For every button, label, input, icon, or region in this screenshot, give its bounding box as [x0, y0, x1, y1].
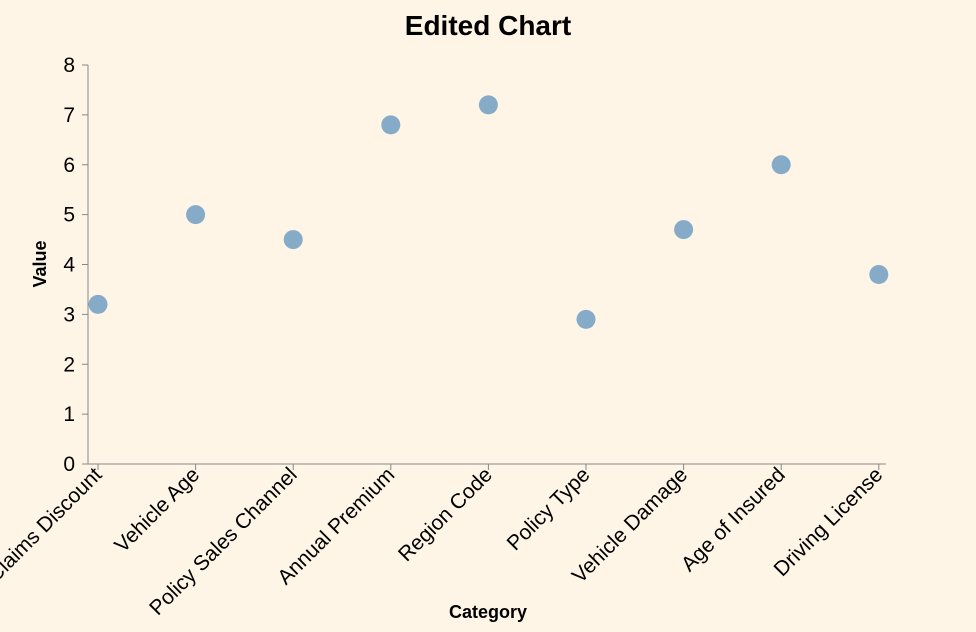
data-point	[88, 294, 108, 314]
y-axis-title: Value	[30, 240, 50, 287]
data-point	[478, 95, 498, 115]
y-tick-label: 5	[63, 204, 75, 227]
x-tick-label: Policy Type	[503, 463, 595, 555]
x-tick-label: No Claims Discount	[0, 463, 107, 610]
data-point	[381, 115, 401, 135]
data-point	[186, 205, 206, 225]
y-tick-label: 1	[63, 403, 75, 426]
x-axis-title: Category	[449, 602, 527, 622]
x-tick-label: Region Code	[394, 463, 497, 566]
y-tick-label: 8	[63, 54, 75, 77]
data-point	[283, 230, 303, 250]
y-tick-label: 2	[63, 353, 75, 376]
y-tick-label: 0	[63, 453, 75, 476]
data-point	[576, 309, 596, 329]
y-tick-label: 7	[63, 104, 75, 127]
data-point	[674, 220, 694, 240]
data-points	[88, 95, 889, 329]
data-point	[771, 155, 791, 175]
y-tick-label: 3	[63, 303, 75, 326]
y-tick-label: 4	[63, 254, 75, 277]
chart-title: Edited Chart	[405, 10, 571, 41]
data-point	[869, 264, 889, 284]
x-tick-label: Age of Insured	[677, 463, 790, 576]
y-tick-label: 6	[63, 154, 75, 177]
y-axis: 0 1 2 3 4 5 6 7 8	[63, 54, 89, 476]
x-tick-label: Vehicle Age	[110, 463, 204, 557]
